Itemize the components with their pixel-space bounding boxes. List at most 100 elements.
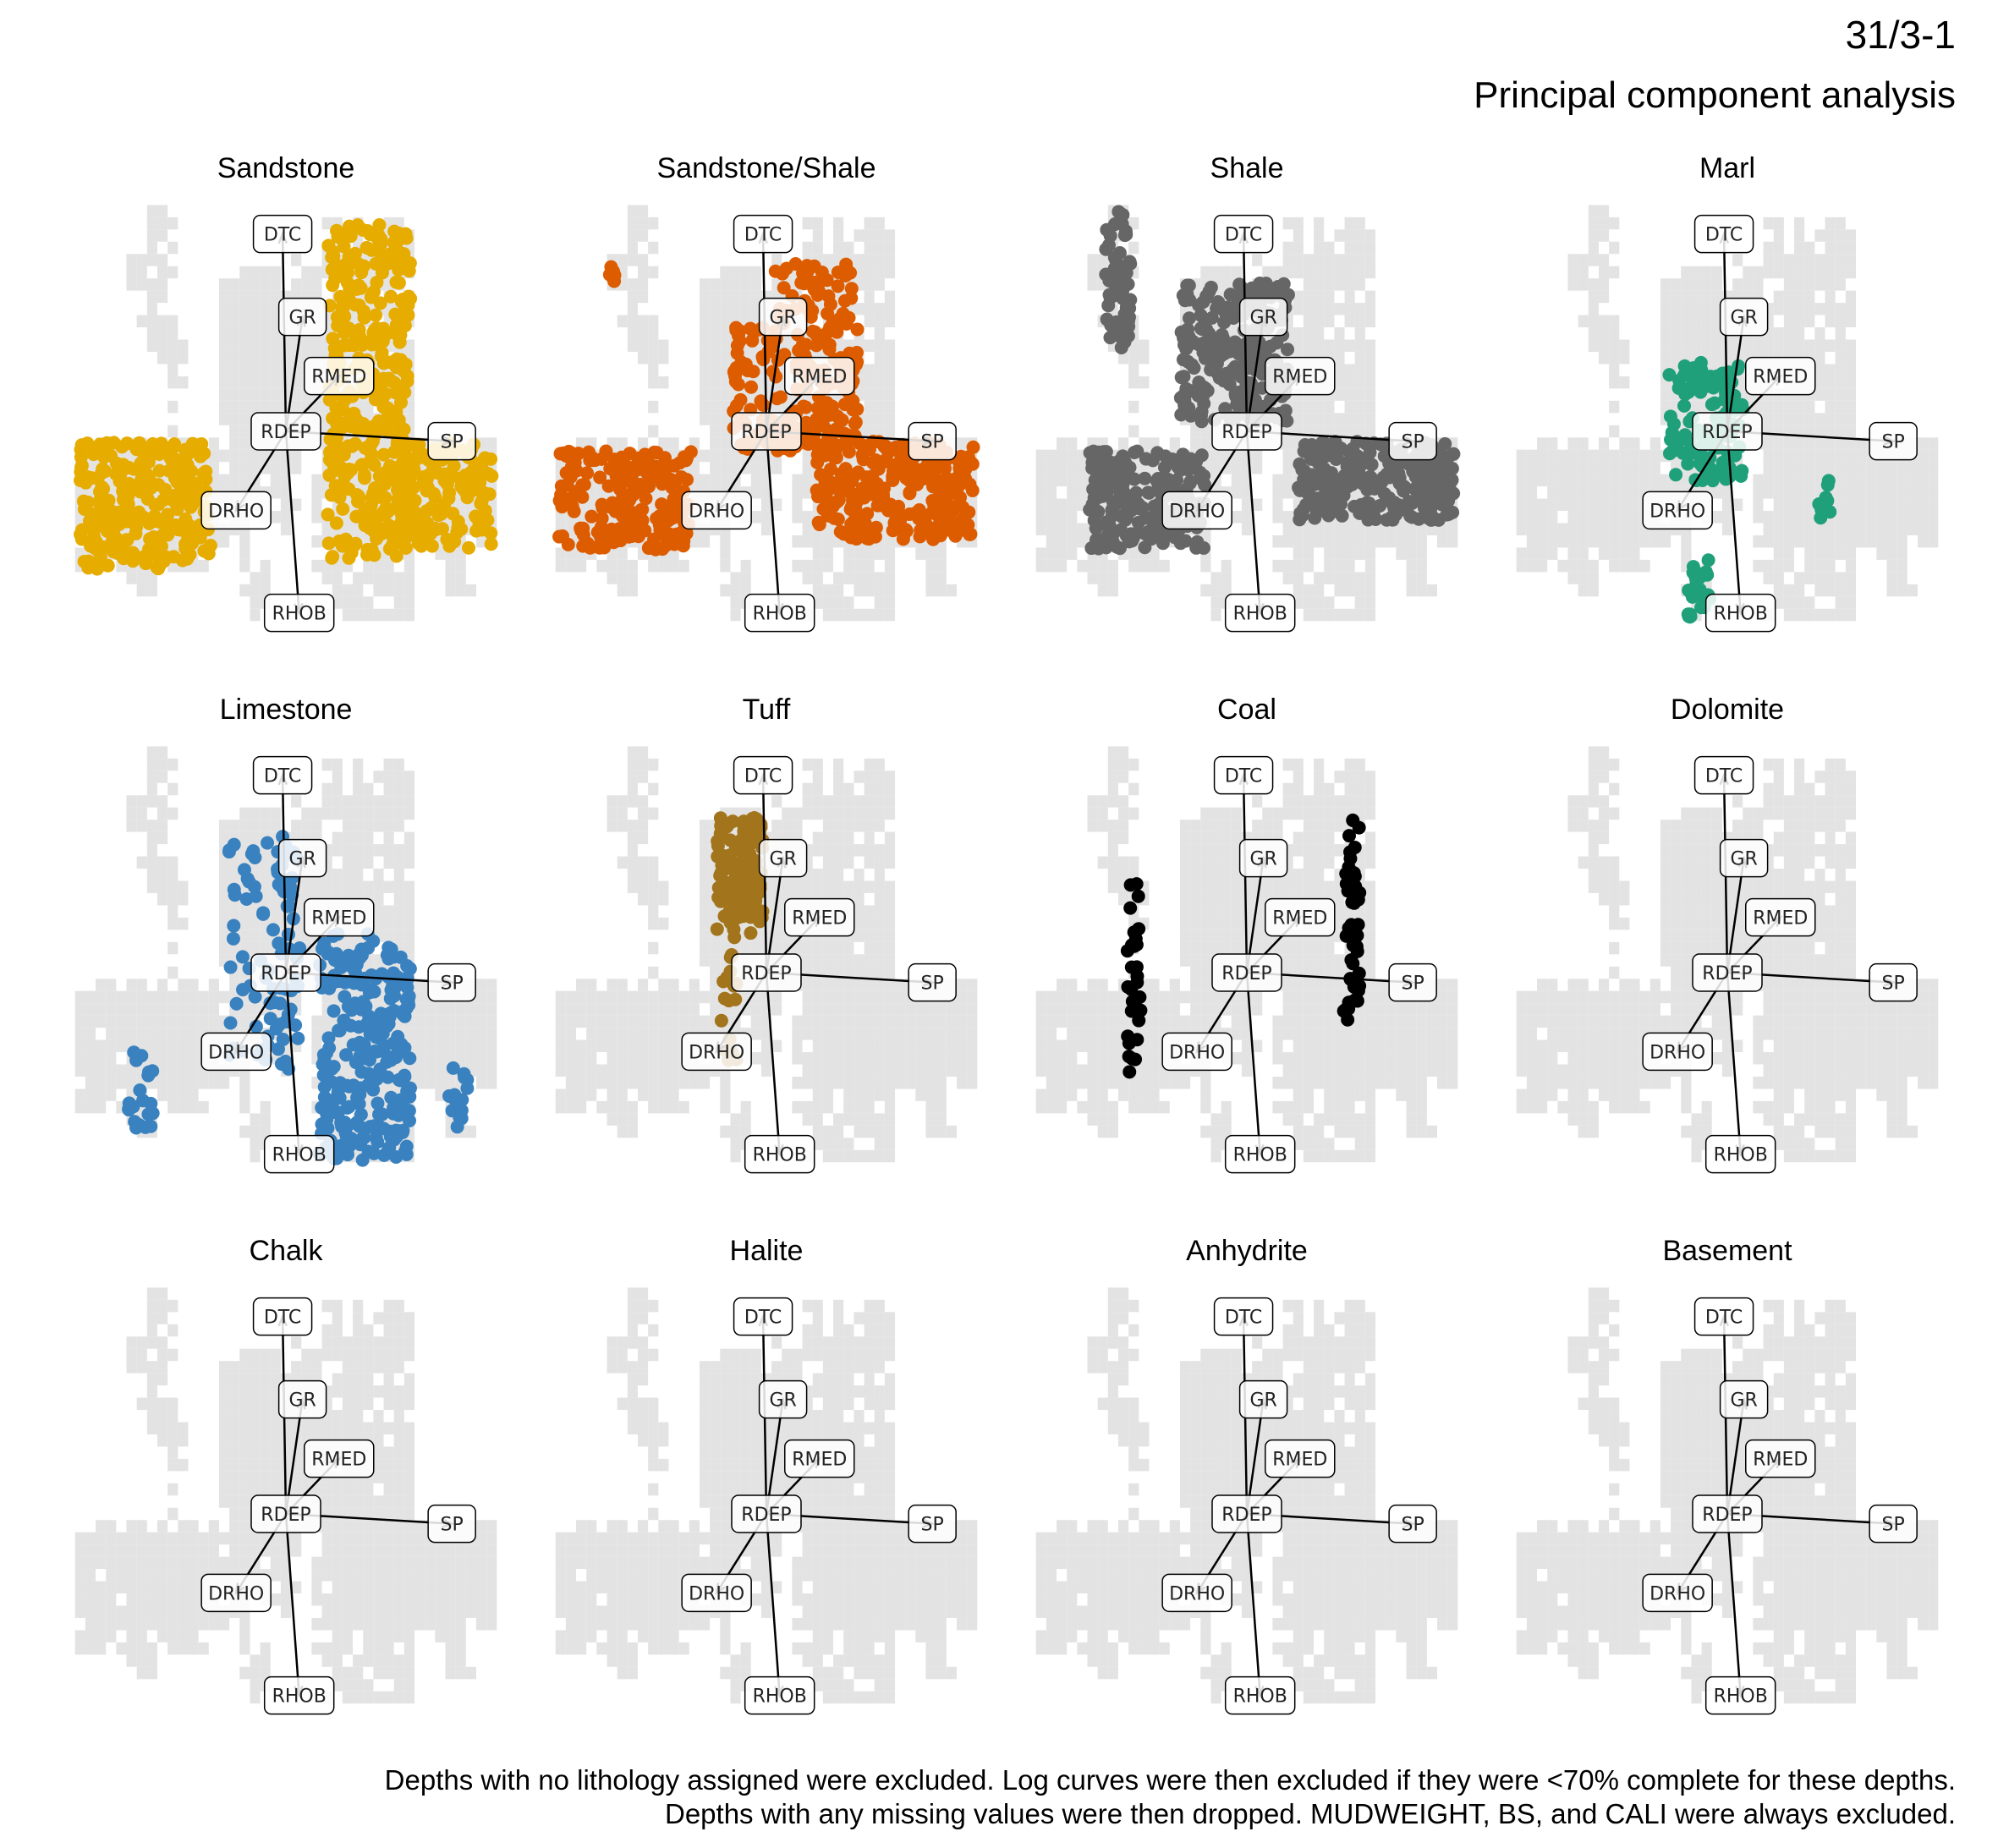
point — [1414, 491, 1428, 505]
background-cell — [1355, 596, 1365, 608]
background-cell — [1907, 499, 1918, 511]
background-cell — [1918, 535, 1928, 547]
point — [881, 504, 895, 518]
background-cell — [1804, 486, 1814, 498]
point — [480, 513, 494, 527]
point — [409, 494, 422, 507]
point — [382, 372, 396, 386]
background-cell — [761, 524, 771, 535]
background-cell — [1283, 462, 1293, 474]
point — [389, 387, 403, 400]
background-cell — [1589, 450, 1599, 462]
background-cell — [1067, 535, 1077, 547]
background-cell — [1856, 474, 1866, 486]
background-cell — [1128, 364, 1139, 376]
point — [1195, 322, 1209, 336]
point — [1319, 484, 1332, 497]
background-cell — [1067, 474, 1077, 486]
background-cell — [700, 401, 710, 413]
background-cell — [1846, 315, 1856, 327]
background-cell — [1365, 401, 1375, 413]
background-cell — [1128, 242, 1139, 254]
background-cell — [1324, 278, 1334, 290]
background-cell — [1447, 524, 1457, 535]
background-cell — [1098, 584, 1108, 596]
background-cell — [885, 572, 895, 584]
background-cell — [628, 327, 638, 339]
background-cell — [1334, 524, 1344, 535]
background-cell — [1619, 474, 1629, 486]
background-cell — [1918, 524, 1928, 535]
background-cell — [229, 340, 239, 352]
point — [142, 471, 156, 485]
background-cell — [1578, 437, 1589, 449]
point — [774, 390, 788, 403]
background-cell — [456, 584, 466, 596]
background-cell — [353, 596, 363, 608]
background-cell — [1087, 278, 1097, 290]
background-cell — [1314, 291, 1324, 303]
background-cell — [219, 474, 229, 486]
background-cell — [1304, 524, 1314, 535]
background-cell — [1825, 278, 1836, 290]
background-cell — [618, 254, 628, 266]
background-cell — [1345, 340, 1355, 352]
background-cell — [1221, 266, 1232, 278]
background-cell — [1324, 242, 1334, 254]
background-cell — [1283, 266, 1293, 278]
background-cell — [404, 596, 414, 608]
background-cell — [1293, 217, 1304, 229]
background-cell — [803, 535, 813, 547]
point — [1180, 279, 1194, 293]
background-cell — [833, 609, 843, 621]
background-cell — [875, 229, 885, 241]
point — [428, 522, 442, 535]
background-cell — [803, 217, 813, 229]
background-cell — [628, 254, 638, 266]
background-cell — [1825, 425, 1836, 437]
background-cell — [1293, 266, 1304, 278]
background-cell — [792, 560, 802, 572]
background-cell — [363, 572, 373, 584]
background-cell — [229, 364, 239, 376]
background-cell — [1345, 315, 1355, 327]
point — [1087, 445, 1101, 458]
background-cell — [1304, 340, 1314, 352]
background-cell — [1272, 499, 1282, 511]
background-cell — [1355, 266, 1365, 278]
background-cell — [1293, 572, 1304, 584]
background-cell — [229, 450, 239, 462]
background-cell — [239, 303, 250, 315]
background-cell — [1578, 499, 1589, 511]
background-cell — [239, 437, 250, 449]
point — [175, 485, 189, 499]
point — [827, 512, 841, 525]
background-cell — [261, 291, 271, 303]
background-cell — [628, 315, 638, 327]
point — [374, 296, 387, 310]
background-cell — [1897, 474, 1907, 486]
background-cell — [843, 560, 854, 572]
background-cell — [250, 278, 260, 290]
background-cell — [446, 572, 456, 584]
point — [848, 417, 862, 430]
background-cell — [658, 352, 668, 364]
point — [336, 502, 349, 516]
background-cell — [710, 401, 720, 413]
point — [1110, 540, 1123, 554]
background-cell — [1334, 547, 1344, 559]
point — [903, 485, 916, 499]
point — [399, 523, 413, 536]
background-cell — [1599, 437, 1609, 449]
background-cell — [1866, 486, 1876, 498]
background-cell — [1334, 584, 1344, 596]
background-cell — [229, 303, 239, 315]
background-cell — [1928, 437, 1938, 449]
point — [925, 525, 939, 539]
background-cell — [1928, 524, 1938, 535]
background-cell — [281, 511, 291, 523]
background-cell — [1537, 462, 1547, 474]
background-cell — [1200, 560, 1210, 572]
point — [415, 529, 429, 543]
